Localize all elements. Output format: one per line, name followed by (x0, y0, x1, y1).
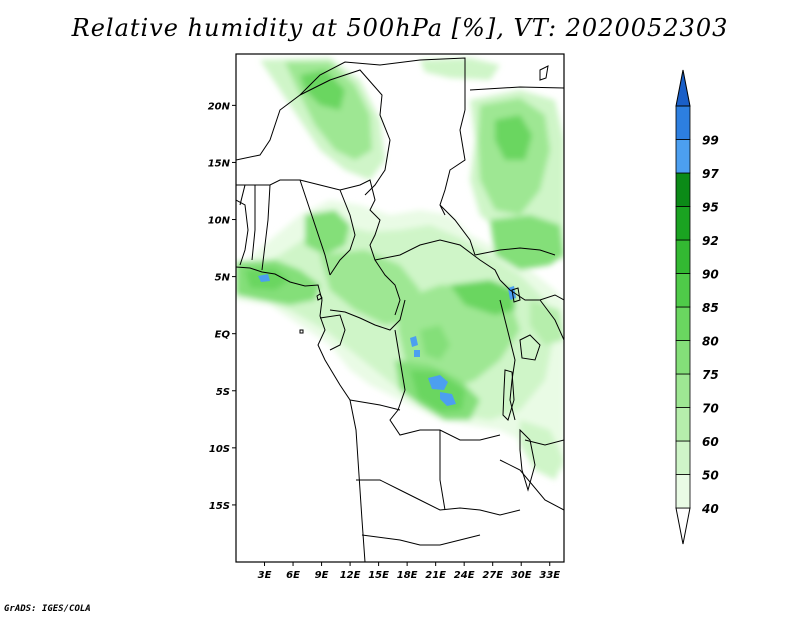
colorbar-segment (675, 373, 691, 408)
colorbar-segment (675, 440, 691, 475)
lat-tick-label: 5N (215, 273, 231, 284)
colorbar-segment (675, 340, 691, 375)
colorbar-label: 70 (702, 402, 719, 416)
lat-tick-label: 20N (208, 101, 231, 112)
colorbar-segment (675, 407, 691, 442)
lon-tick-label: 24E (454, 570, 475, 581)
map-title: Relative humidity at 500hPa [%], VT: 202… (71, 14, 729, 42)
colorbar-segment (675, 306, 691, 341)
colorbar-segment (675, 206, 691, 241)
latitude-axis: 20N 15N 10N 5N EQ 5S 10S 15S (208, 101, 236, 512)
colorbar-label: 75 (702, 368, 719, 382)
lat-tick-label: 5S (216, 387, 230, 398)
lon-tick-label: 27E (482, 570, 503, 581)
lat-tick-label: 10N (208, 216, 231, 227)
colorbar-segment (675, 172, 691, 207)
lon-tick-label: 6E (286, 570, 300, 581)
lat-tick-label: EQ (215, 330, 231, 341)
colorbar-segment (675, 239, 691, 274)
colorbar-segment (675, 105, 691, 140)
colorbar-label: 92 (702, 234, 719, 248)
lon-tick-label: 30E (511, 570, 532, 581)
lon-tick-label: 12E (340, 570, 361, 581)
lon-tick-label: 3E (258, 570, 272, 581)
map-frame (235, 53, 565, 563)
colorbar-label: 60 (702, 435, 719, 449)
colorbar-label: 97 (702, 167, 719, 181)
colorbar: 40 50 60 70 75 80 85 90 92 95 97 99 (675, 69, 719, 545)
coastlines-borders (236, 57, 564, 562)
lon-tick-label: 33E (539, 570, 560, 581)
humidity-field (236, 58, 564, 480)
colorbar-segment (675, 474, 691, 509)
colorbar-top-arrow (675, 69, 691, 107)
colorbar-label: 40 (701, 502, 719, 516)
colorbar-label: 50 (702, 469, 719, 483)
lat-tick-label: 15S (209, 501, 230, 512)
lat-tick-label: 10S (209, 444, 230, 455)
lon-tick-label: 15E (368, 570, 389, 581)
colorbar-segment (675, 139, 691, 174)
lon-tick-label: 18E (397, 570, 418, 581)
colorbar-label: 80 (702, 335, 719, 349)
lon-tick-label: 9E (315, 570, 329, 581)
grads-credit: GrADS: IGES/COLA (4, 604, 91, 614)
lon-tick-label: 21E (425, 570, 446, 581)
longitude-axis: 3E 6E 9E 12E 15E 18E 21E 24E 27E 30E 33E (258, 562, 560, 581)
colorbar-segment (675, 273, 691, 308)
colorbar-label: 95 (702, 201, 719, 215)
colorbar-label: 90 (702, 268, 719, 282)
lat-tick-label: 15N (208, 158, 231, 169)
colorbar-bottom-arrow (675, 507, 691, 545)
colorbar-label: 85 (702, 301, 719, 315)
colorbar-label: 99 (702, 134, 719, 148)
